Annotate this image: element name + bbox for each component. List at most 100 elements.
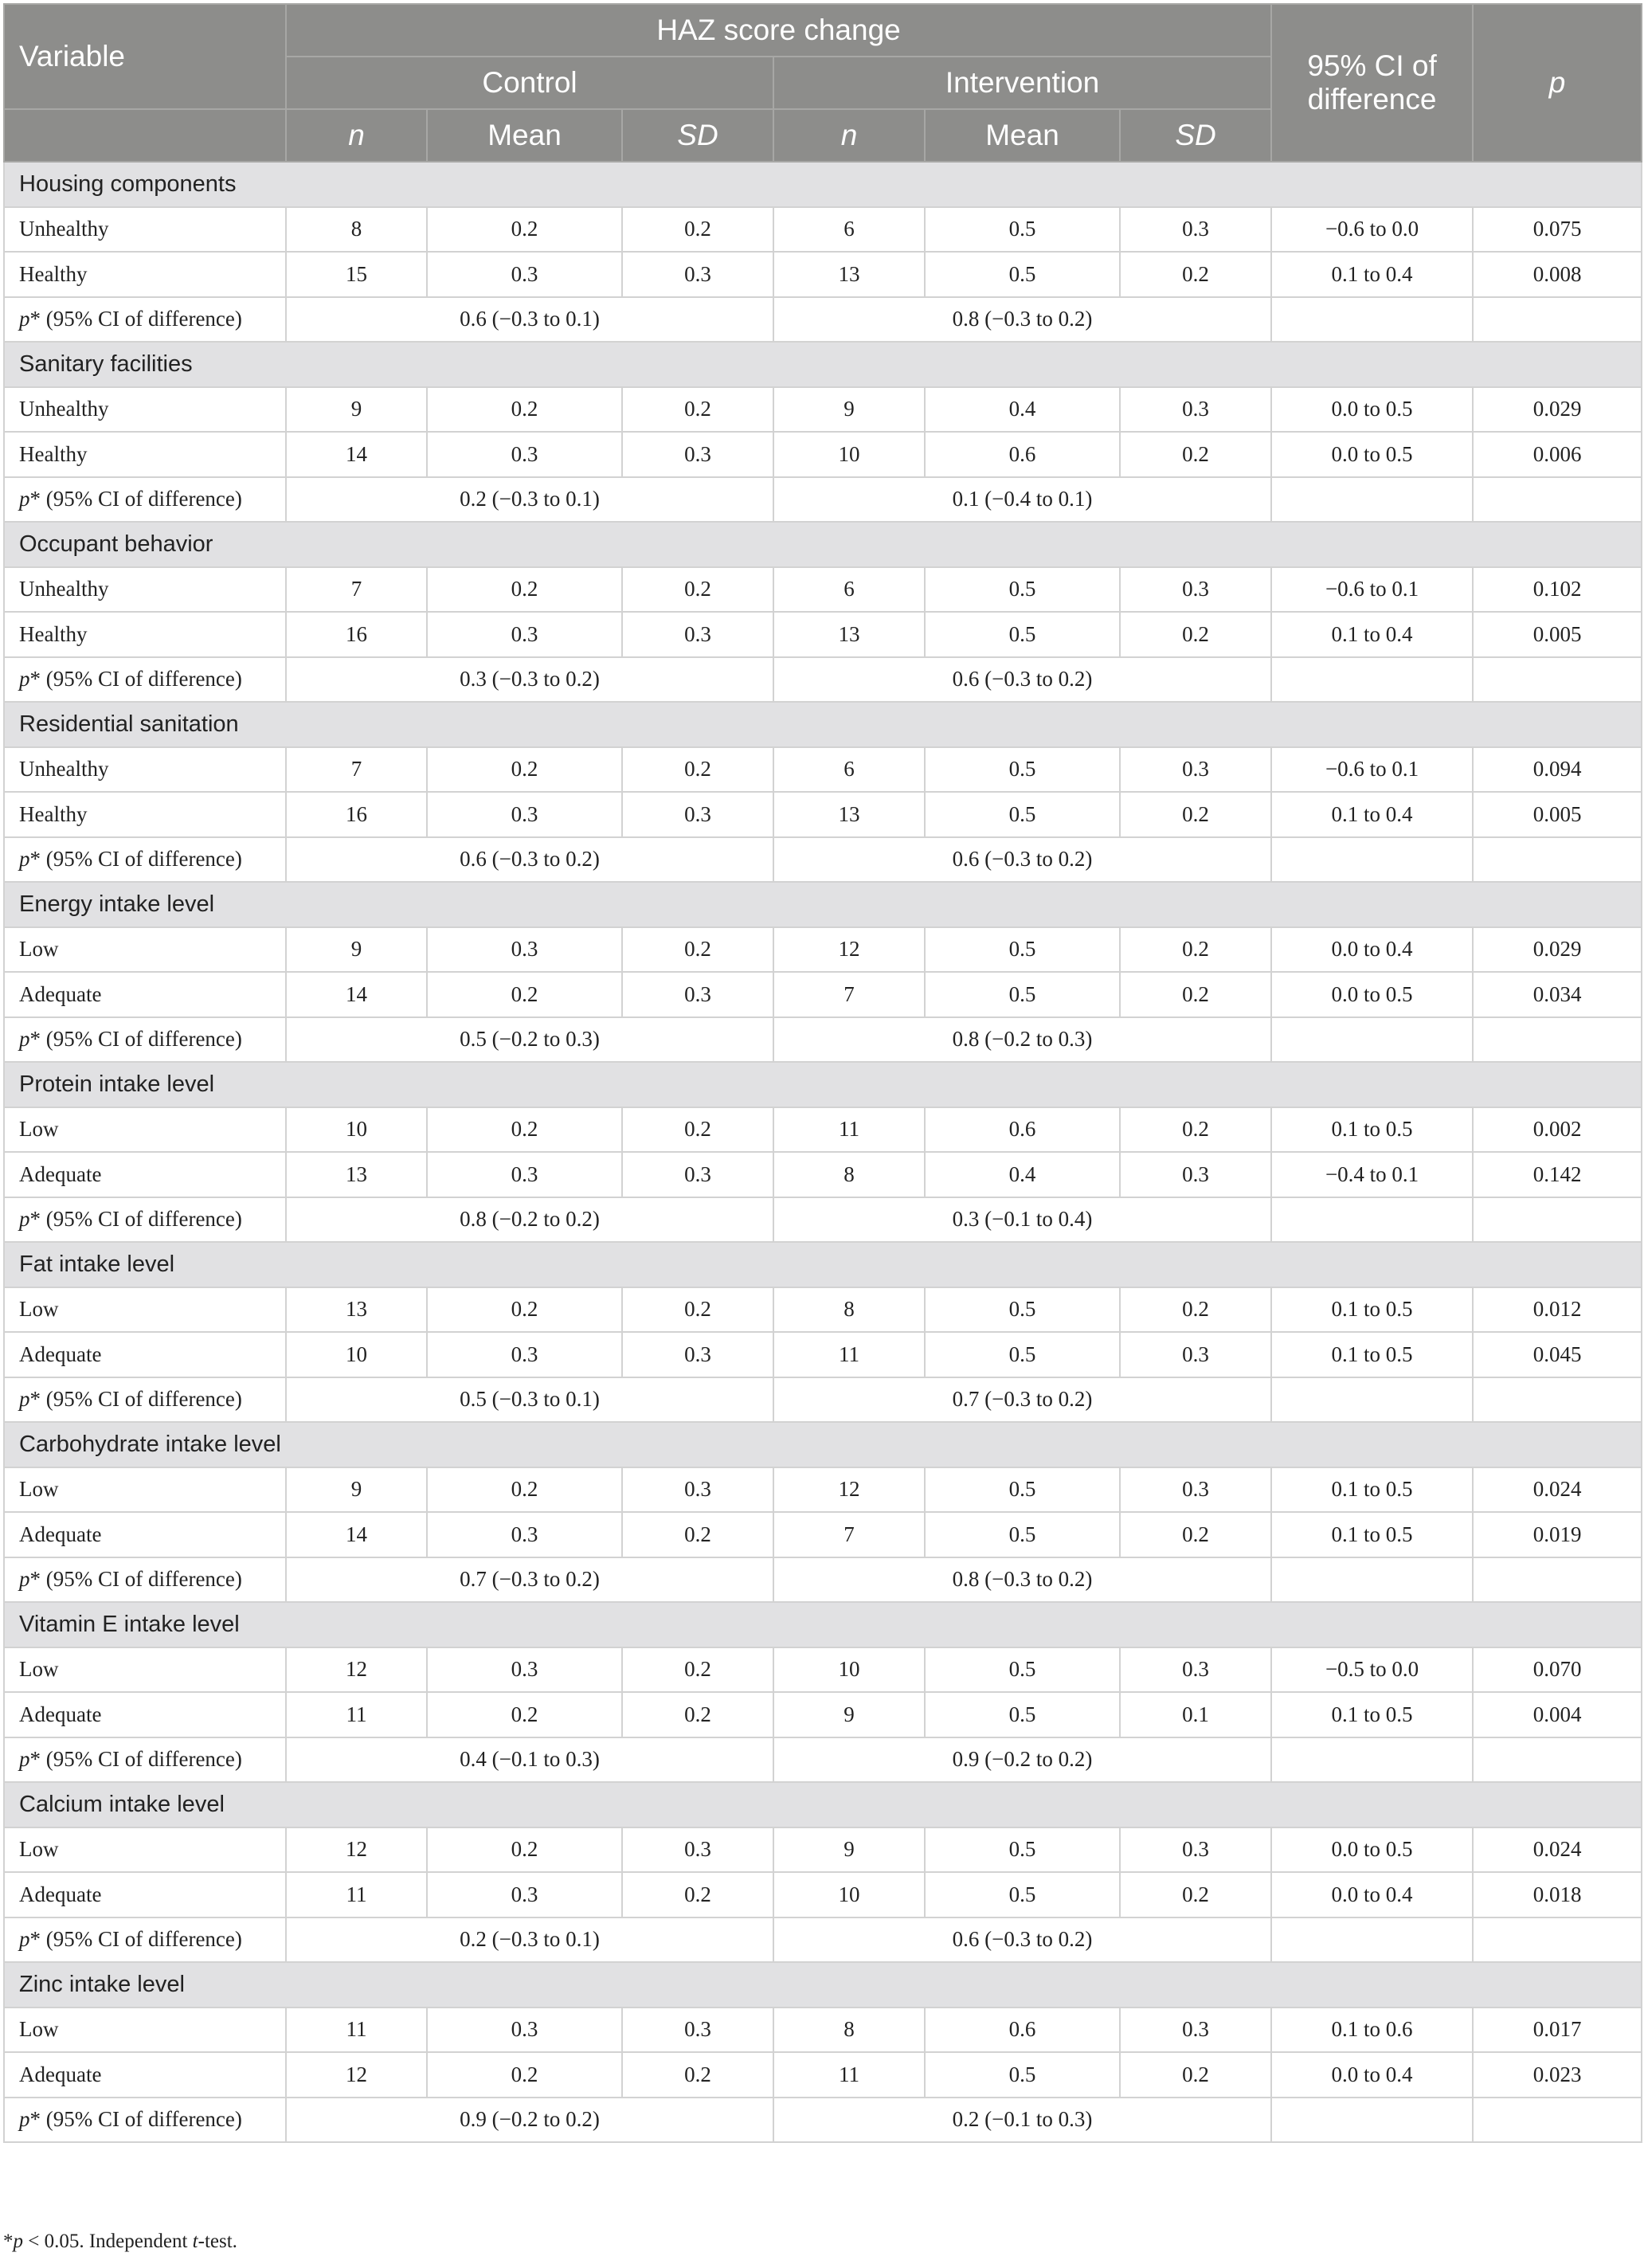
intervention-sd-cell: 0.3 — [1118, 2006, 1273, 2053]
section-header-row: Residential sanitation — [2, 701, 1643, 748]
intervention-n-cell: 10 — [773, 1871, 926, 1918]
intervention-n-cell: 13 — [773, 791, 926, 838]
control-n-cell: 14 — [285, 431, 428, 478]
section-header-row: Carbohydrate intake level — [2, 1421, 1643, 1468]
pstar-intervention-cell: 0.6 (−0.3 to 0.2) — [772, 836, 1273, 883]
row-label: Low — [3, 1286, 287, 1333]
intervention-n-cell: 11 — [773, 1331, 926, 1378]
p-value-cell: 0.018 — [1472, 1871, 1643, 1918]
intervention-mean-cell: 0.5 — [924, 1466, 1121, 1513]
intervention-n-cell: 9 — [773, 386, 926, 433]
header-p: p — [1472, 3, 1643, 163]
intervention-sd-cell: 0.3 — [1118, 1331, 1273, 1378]
intervention-n-cell: 13 — [773, 611, 926, 658]
table-row: Adequate 10 0.3 0.3 11 0.5 0.3 0.1 to 0.5 0.045 — [3, 1331, 1643, 1378]
ci-of-difference-cell: 0.1 to 0.4 — [1270, 251, 1474, 298]
intervention-sd-cell: 0.1 — [1118, 1691, 1273, 1738]
control-mean-cell: 0.2 — [426, 1826, 623, 1873]
table-row: Unhealthy 8 0.2 0.2 6 0.5 0.3 −0.6 to 0.0 0.075 — [3, 206, 1643, 253]
intervention-n-cell: 6 — [773, 566, 926, 613]
pstar-label: p* (95% CI of difference) — [3, 2096, 287, 2143]
header-intervention-sd: SD — [1118, 108, 1273, 163]
intervention-mean-cell: 0.6 — [924, 431, 1121, 478]
p-value-cell: 0.005 — [1472, 611, 1643, 658]
control-n-cell: 7 — [285, 746, 428, 793]
row-label: Low — [3, 926, 287, 973]
intervention-mean-cell: 0.5 — [924, 926, 1121, 973]
pstar-intervention-cell: 0.7 (−0.3 to 0.2) — [772, 1376, 1273, 1423]
pstar-p-blank — [1472, 1376, 1643, 1423]
p-value-cell: 0.102 — [1472, 566, 1643, 613]
section-title: Calcium intake level — [2, 1781, 1643, 1828]
intervention-n-cell: 8 — [773, 1286, 926, 1333]
control-sd-cell: 0.2 — [621, 386, 774, 433]
header-haz-score-change: HAZ score change — [284, 3, 1273, 57]
intervention-n-cell: 7 — [773, 971, 926, 1018]
footnote-p: p — [13, 2231, 24, 2252]
ci-of-difference-cell: 0.0 to 0.4 — [1270, 926, 1474, 973]
row-label: Low — [3, 1106, 287, 1153]
pstar-control-cell: 0.8 (−0.2 to 0.2) — [285, 1196, 774, 1243]
ci-of-difference-cell: −0.6 to 0.1 — [1270, 566, 1474, 613]
pstar-ci-blank — [1270, 1556, 1474, 1603]
pstar-ci-blank — [1270, 1376, 1474, 1423]
p-value-cell: 0.029 — [1472, 926, 1643, 973]
control-sd-cell: 0.2 — [621, 206, 774, 253]
row-label: Low — [3, 1826, 287, 1873]
ci-of-difference-cell: 0.1 to 0.5 — [1270, 1691, 1474, 1738]
pstar-label: p* (95% CI of difference) — [3, 1916, 287, 1963]
intervention-mean-cell: 0.5 — [924, 1331, 1121, 1378]
p-value-cell: 0.017 — [1472, 2006, 1643, 2053]
intervention-n-cell: 12 — [773, 1466, 926, 1513]
section-header-row: Fat intake level — [2, 1241, 1643, 1288]
control-mean-cell: 0.3 — [426, 1646, 623, 1693]
pstar-label-text: * (95% CI of difference) — [29, 487, 242, 511]
intervention-sd-cell: 0.2 — [1118, 1286, 1273, 1333]
pstar-control-cell: 0.9 (−0.2 to 0.2) — [285, 2096, 774, 2143]
control-mean-cell: 0.3 — [426, 1151, 623, 1198]
table-row: Healthy 16 0.3 0.3 13 0.5 0.2 0.1 to 0.4 0.005 — [3, 791, 1643, 838]
pstar-row: p* (95% CI of difference) 0.5 (−0.3 to 0.… — [3, 1376, 1643, 1423]
ci-of-difference-cell: −0.6 to 0.0 — [1270, 206, 1474, 253]
ci-of-difference-cell: 0.1 to 0.5 — [1270, 1106, 1474, 1153]
section-header-row: Occupant behavior — [2, 521, 1643, 568]
pstar-row: p* (95% CI of difference) 0.6 (−0.3 to 0.… — [3, 836, 1643, 883]
table-row: Adequate 13 0.3 0.3 8 0.4 0.3 −0.4 to 0.1 0.142 — [3, 1151, 1643, 1198]
row-label: Adequate — [3, 1691, 287, 1738]
intervention-n-cell: 8 — [773, 2006, 926, 2053]
pstar-control-cell: 0.4 (−0.1 to 0.3) — [285, 1736, 774, 1783]
pstar-label-text: * (95% CI of difference) — [29, 1207, 242, 1232]
pstar-ci-blank — [1270, 1016, 1474, 1063]
intervention-n-cell: 12 — [773, 926, 926, 973]
table-row: Healthy 15 0.3 0.3 13 0.5 0.2 0.1 to 0.4 0.008 — [3, 251, 1643, 298]
intervention-n-cell: 7 — [773, 1511, 926, 1558]
p-value-cell: 0.019 — [1472, 1511, 1643, 1558]
intervention-n-cell: 6 — [773, 206, 926, 253]
intervention-mean-cell: 0.5 — [924, 1286, 1121, 1333]
section-title: Occupant behavior — [2, 521, 1643, 568]
pstar-ci-blank — [1270, 476, 1474, 523]
pstar-intervention-cell: 0.8 (−0.2 to 0.3) — [772, 1016, 1273, 1063]
footnote: *p < 0.05. Independent t-test. — [3, 2231, 237, 2253]
control-mean-cell: 0.2 — [426, 1286, 623, 1333]
footnote-t: t — [192, 2231, 198, 2252]
header-control: Control — [285, 56, 774, 110]
pstar-row: p* (95% CI of difference) 0.4 (−0.1 to 0.… — [3, 1736, 1643, 1783]
table-body: Housing components Unhealthy 8 0.2 0.2 6 0.5 0.… — [2, 161, 1643, 2143]
intervention-sd-cell: 0.2 — [1118, 791, 1273, 838]
pstar-row: p* (95% CI of difference) 0.6 (−0.3 to 0.… — [3, 296, 1643, 343]
pstar-label-p: p — [19, 487, 30, 511]
ci-of-difference-cell: 0.0 to 0.5 — [1270, 1826, 1474, 1873]
table-row: Low 12 0.3 0.2 10 0.5 0.3 −0.5 to 0.0 0.070 — [3, 1646, 1643, 1693]
row-label: Healthy — [3, 611, 287, 658]
control-n-cell: 15 — [285, 251, 428, 298]
pstar-label-p: p — [19, 1927, 30, 1952]
pstar-row: p* (95% CI of difference) 0.9 (−0.2 to 0.… — [3, 2096, 1643, 2143]
ci-of-difference-cell: 0.0 to 0.4 — [1270, 2051, 1474, 2098]
ci-of-difference-cell: 0.0 to 0.5 — [1270, 431, 1474, 478]
pstar-p-blank — [1472, 1736, 1643, 1783]
ci-of-difference-cell: 0.1 to 0.5 — [1270, 1511, 1474, 1558]
pstar-label-p: p — [19, 847, 30, 872]
ci-of-difference-cell: −0.6 to 0.1 — [1270, 746, 1474, 793]
intervention-mean-cell: 0.4 — [924, 386, 1121, 433]
